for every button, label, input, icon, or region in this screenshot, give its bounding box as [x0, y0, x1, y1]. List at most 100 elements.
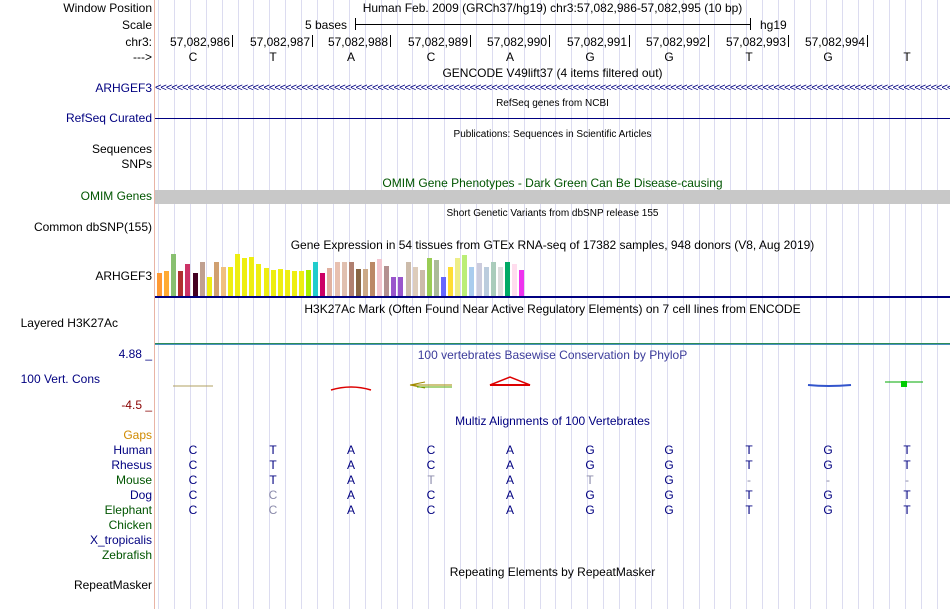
species-label-zebrafish[interactable]: Zebrafish	[101, 548, 152, 562]
gtex-tissue-bar[interactable]	[313, 262, 319, 296]
gtex-tissue-bar[interactable]	[284, 270, 290, 296]
gtex-tissue-bar[interactable]	[512, 264, 517, 296]
gencode-gene-feature[interactable]: <<<<<<<<<<<<<<<<<<<<<<<<<<<<<<<<<<<<<<<<…	[155, 82, 950, 94]
coordinate-tick	[788, 35, 789, 47]
gtex-tissue-bar[interactable]	[277, 269, 283, 296]
reference-base: A	[346, 50, 355, 64]
track-image[interactable]: Human Feb. 2009 (GRCh37/hg19) chr3:57,08…	[155, 0, 950, 609]
gtex-tissue-bar[interactable]	[306, 270, 312, 296]
snps-track-label[interactable]: SNPs	[121, 157, 152, 171]
species-label-chicken[interactable]: Chicken	[108, 518, 152, 532]
aligned-base: G	[585, 503, 595, 517]
gtex-tissue-bar[interactable]	[519, 270, 525, 296]
gridline	[873, 0, 874, 609]
gtex-tissue-bar[interactable]	[299, 271, 304, 296]
omim-track-label[interactable]: OMIM Genes	[80, 189, 152, 203]
gtex-tissue-bar[interactable]	[291, 271, 297, 296]
conservation-plot[interactable]	[155, 370, 950, 400]
species-label-rhesus[interactable]: Rhesus	[111, 458, 152, 472]
gtex-tissue-bar[interactable]	[348, 262, 354, 296]
gtex-tissue-bar[interactable]	[419, 270, 425, 296]
h3k27ac-track-label[interactable]: Layered H3K27Ac	[20, 316, 118, 330]
gtex-tissue-bar[interactable]	[270, 270, 276, 296]
gencode-track-label[interactable]: ARHGEF3	[95, 81, 152, 95]
gtex-tissue-bar[interactable]	[426, 258, 432, 296]
gtex-tissue-bar[interactable]	[469, 267, 475, 296]
coordinate-tick	[629, 35, 630, 47]
gtex-tissue-bar[interactable]	[398, 277, 404, 296]
gtex-tissue-bar[interactable]	[249, 257, 255, 296]
gtex-tissue-bar[interactable]	[412, 267, 418, 296]
refseq-gene-line[interactable]	[155, 118, 950, 119]
gtex-tissue-bar[interactable]	[235, 254, 241, 296]
gtex-tissue-bar[interactable]	[157, 273, 162, 296]
gtex-tissue-bar[interactable]	[384, 266, 390, 296]
gtex-tissue-bar[interactable]	[213, 262, 219, 296]
gridline	[540, 0, 541, 609]
gtex-tissue-bar[interactable]	[192, 273, 198, 296]
gtex-tissue-bar[interactable]	[334, 262, 340, 296]
gtex-track-label[interactable]: ARHGEF3	[95, 269, 152, 283]
species-label-x_tropicalis[interactable]: X_tropicalis	[89, 533, 152, 547]
gtex-tissue-bar[interactable]	[199, 262, 205, 296]
gtex-tissue-bar[interactable]	[355, 269, 361, 296]
aligned-base: C	[426, 443, 436, 457]
gtex-expression-chart[interactable]	[155, 254, 535, 296]
gtex-tissue-bar[interactable]	[178, 271, 184, 296]
gtex-baseline	[155, 296, 950, 298]
gtex-tissue-bar[interactable]	[171, 254, 177, 296]
species-label-human[interactable]: Human	[113, 443, 152, 457]
gtex-tissue-bar[interactable]	[256, 264, 262, 296]
assembly-label: hg19	[760, 18, 787, 32]
gtex-tissue-bar[interactable]	[320, 273, 326, 296]
refseq-track-label[interactable]: RefSeq Curated	[65, 111, 152, 125]
aligned-base: -	[747, 473, 751, 487]
gtex-tissue-bar[interactable]	[185, 264, 191, 296]
aligned-base: A	[346, 473, 355, 487]
gtex-tissue-bar[interactable]	[220, 267, 226, 296]
conservation-track-label[interactable]: 100 Vert. Cons	[20, 372, 100, 386]
species-label-dog[interactable]: Dog	[129, 488, 152, 502]
aligned-base: A	[505, 503, 514, 517]
gtex-tissue-bar[interactable]	[370, 262, 375, 296]
sequences-track-label[interactable]: Sequences	[91, 142, 152, 156]
gtex-tissue-bar[interactable]	[228, 267, 233, 296]
window-position-text: Human Feb. 2009 (GRCh37/hg19) chr3:57,08…	[362, 1, 743, 15]
gtex-tissue-bar[interactable]	[362, 269, 368, 296]
gtex-tissue-bar[interactable]	[206, 277, 212, 296]
gridline	[444, 0, 445, 609]
gtex-tissue-bar[interactable]	[164, 271, 170, 296]
gtex-tissue-bar[interactable]	[504, 262, 510, 296]
gtex-tissue-bar[interactable]	[242, 258, 248, 296]
gtex-tissue-bar[interactable]	[476, 263, 482, 296]
dbsnp-track-label[interactable]: Common dbSNP(155)	[33, 220, 152, 234]
coordinate-label: 57,082,991	[566, 35, 627, 49]
gtex-tissue-bar[interactable]	[405, 262, 411, 296]
track-label-panel: Window Position Scale chr3: ---> ARHGEF3…	[0, 0, 155, 609]
omim-gene-bar[interactable]	[155, 190, 950, 204]
repeatmasker-track-label[interactable]: RepeatMasker	[73, 578, 152, 592]
gtex-tissue-bar[interactable]	[391, 277, 397, 296]
species-label-elephant[interactable]: Elephant	[104, 503, 152, 517]
gtex-tissue-bar[interactable]	[441, 277, 446, 296]
gtex-tissue-bar[interactable]	[327, 268, 333, 296]
gtex-tissue-bar[interactable]	[341, 262, 347, 296]
gridline	[842, 0, 843, 609]
gtex-tissue-bar[interactable]	[263, 268, 269, 296]
scale-label: Scale	[121, 18, 152, 32]
gridline	[619, 0, 620, 609]
gridline	[508, 0, 509, 609]
gtex-tissue-bar[interactable]	[462, 255, 468, 296]
gtex-tissue-bar[interactable]	[455, 258, 461, 296]
coordinate-label: 57,082,986	[169, 35, 230, 49]
gridline	[587, 0, 588, 609]
species-label-mouse[interactable]: Mouse	[115, 473, 152, 487]
gtex-tissue-bar[interactable]	[433, 260, 439, 296]
gtex-tissue-bar[interactable]	[377, 259, 383, 296]
gtex-tissue-bar[interactable]	[497, 267, 503, 296]
gtex-tissue-bar[interactable]	[490, 262, 496, 296]
gtex-tissue-bar[interactable]	[448, 267, 454, 296]
gtex-tissue-bar[interactable]	[483, 267, 489, 296]
h3k27ac-signal-line[interactable]	[155, 343, 950, 344]
